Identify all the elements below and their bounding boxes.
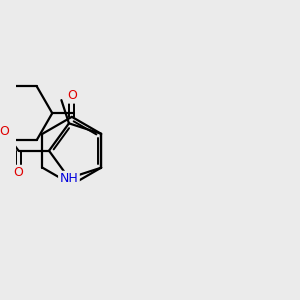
Text: O: O [14,166,23,179]
Text: O: O [67,89,77,102]
Text: NH: NH [60,172,78,185]
Text: O: O [0,125,9,138]
